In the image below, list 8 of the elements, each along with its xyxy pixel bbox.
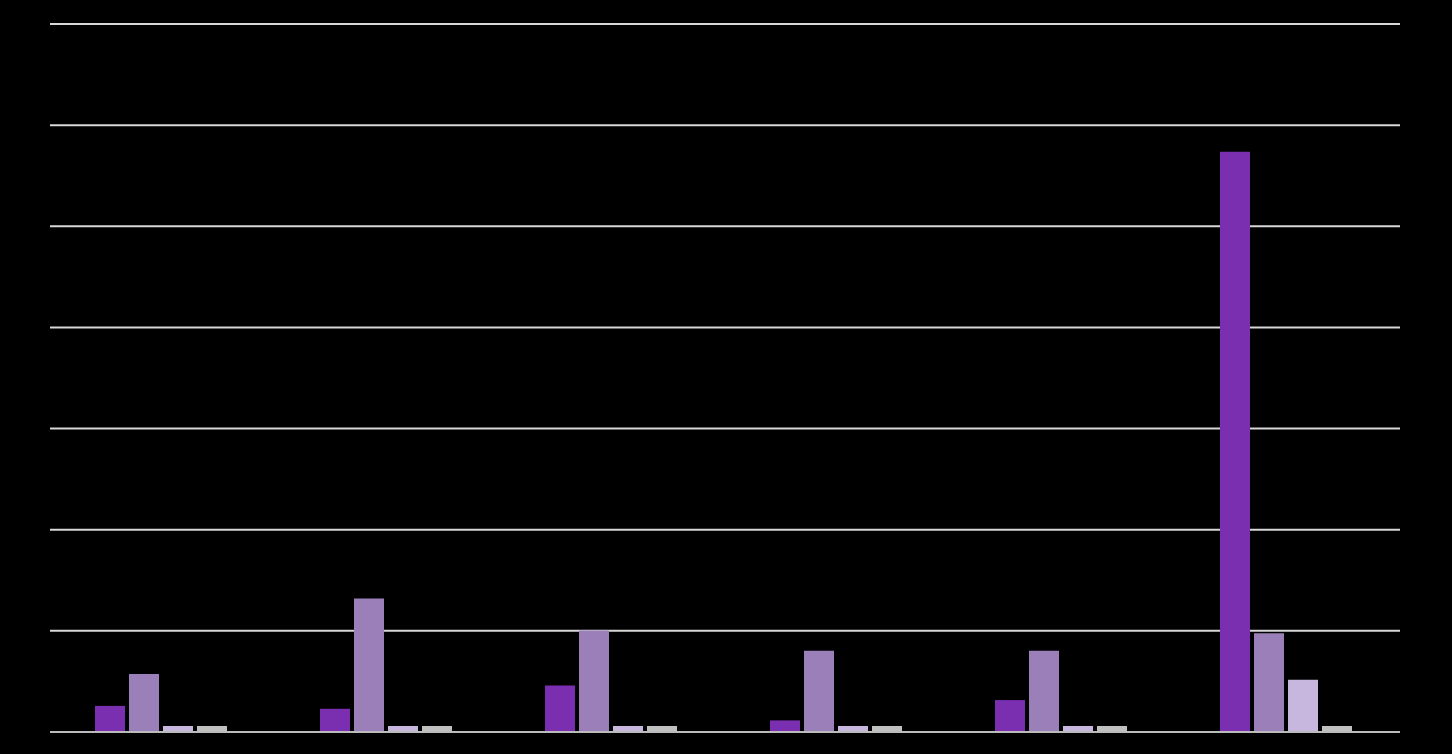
bar bbox=[1029, 650, 1059, 732]
bar bbox=[1288, 679, 1318, 732]
bar bbox=[129, 673, 159, 732]
bar bbox=[354, 598, 384, 732]
bar bbox=[804, 650, 834, 732]
bar bbox=[545, 685, 575, 732]
bar bbox=[579, 630, 609, 732]
bar bbox=[1254, 633, 1284, 732]
